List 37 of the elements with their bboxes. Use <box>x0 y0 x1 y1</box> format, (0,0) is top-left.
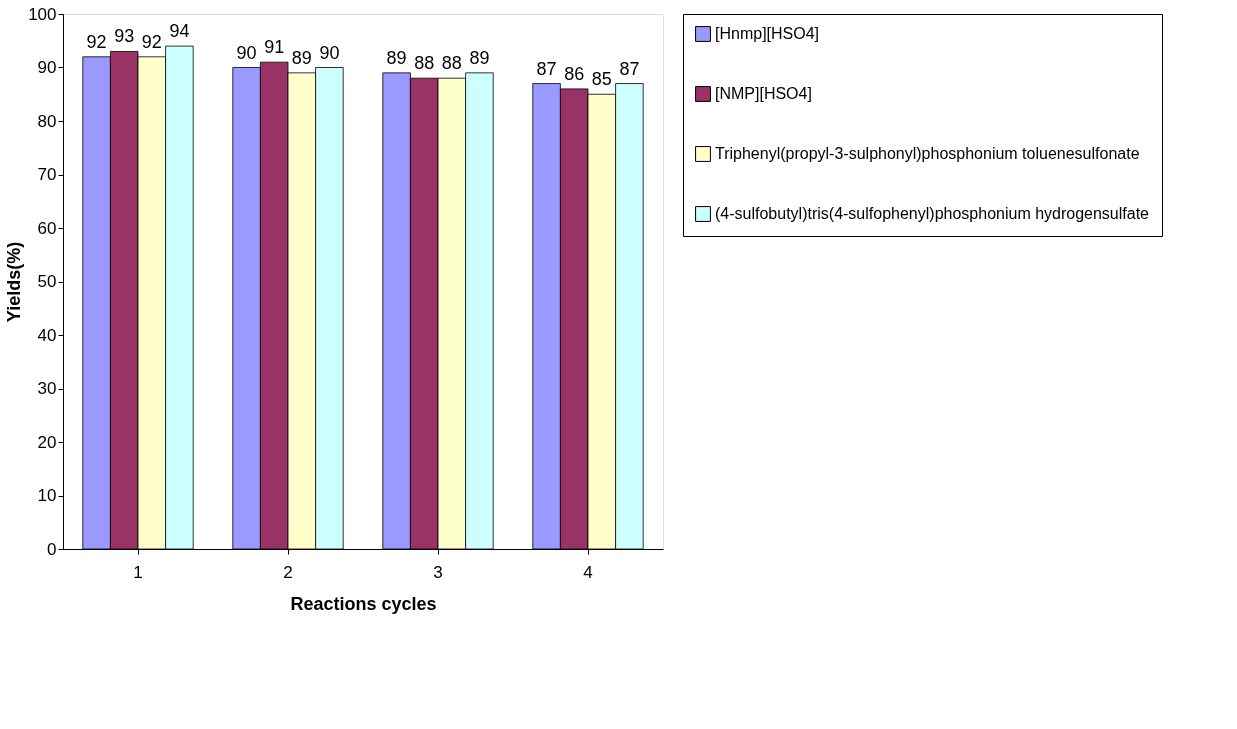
y-tick-label: 50 <box>37 272 57 291</box>
data-label: 87 <box>619 58 640 79</box>
data-label: 90 <box>236 42 257 63</box>
y-tick-label: 80 <box>37 111 57 131</box>
y-tick-label: 70 <box>37 165 57 184</box>
y-tick-label: 90 <box>37 58 57 77</box>
y-axis-title: Yields(%) <box>4 241 25 323</box>
y-tick-label: 0 <box>47 539 57 559</box>
y-tick-label: 60 <box>37 218 57 238</box>
data-label: 88 <box>441 53 462 74</box>
data-label: 90 <box>319 42 340 63</box>
legend-label: (4-sulfobutyl)tris(4-sulfophenyl)phosphonium hydrogensulfate <box>715 205 1150 222</box>
x-axis-title: Reactions cycles <box>290 593 437 614</box>
y-tick-label: 30 <box>37 379 57 398</box>
y-tick-label: 100 <box>28 4 57 24</box>
legend-label: [Hnmp][HSO4] <box>715 25 820 42</box>
data-label: 88 <box>414 53 435 74</box>
data-label: 85 <box>591 69 612 90</box>
data-label: 87 <box>536 58 557 79</box>
data-label: 93 <box>114 26 135 47</box>
y-tick-label: 10 <box>37 486 57 505</box>
data-label: 86 <box>564 63 585 84</box>
x-tick-label: 2 <box>283 562 293 582</box>
x-tick-label: 1 <box>133 562 143 582</box>
data-label: 89 <box>291 47 312 68</box>
y-tick-label: 40 <box>37 325 57 345</box>
data-label: 92 <box>141 31 162 52</box>
data-label: 91 <box>264 37 285 58</box>
legend-label: [NMP][HSO4] <box>715 85 812 102</box>
data-label: 94 <box>169 21 190 42</box>
legend-label: Triphenyl(propyl-3-sulphonyl)phosphonium toluenesulfonate <box>715 145 1140 162</box>
data-label: 92 <box>86 31 107 52</box>
data-label: 89 <box>386 47 407 68</box>
data-label: 89 <box>469 47 490 68</box>
x-tick-label: 4 <box>583 562 593 582</box>
x-tick-label: 3 <box>433 562 443 582</box>
y-tick-label: 20 <box>37 432 57 452</box>
